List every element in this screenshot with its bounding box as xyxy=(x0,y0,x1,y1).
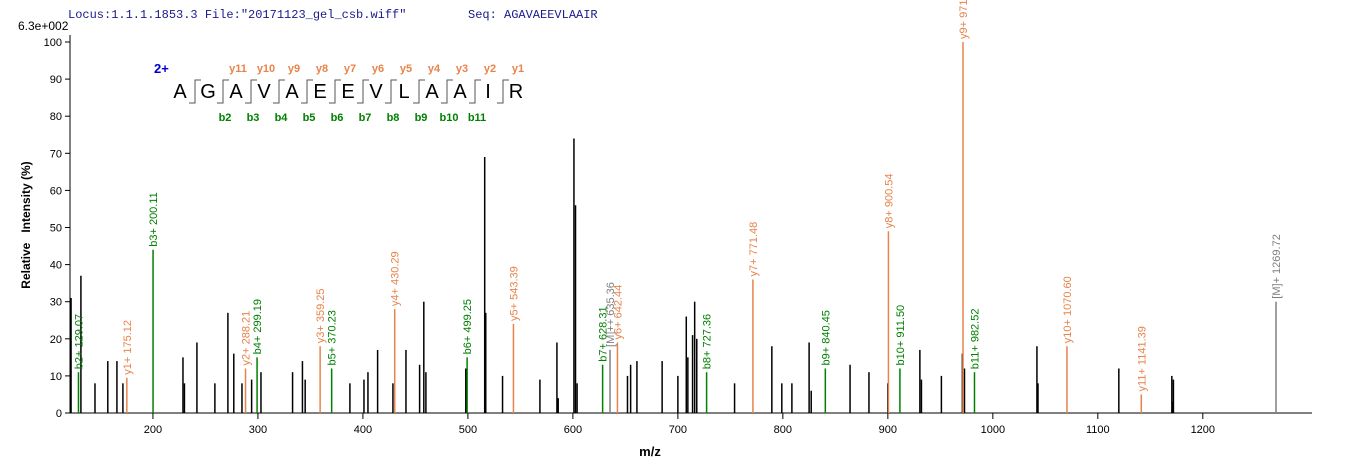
x-tick-label: 200 xyxy=(144,424,162,436)
residue: E xyxy=(341,81,354,103)
y-ion-label: y6 xyxy=(372,63,384,75)
b-ion-label: b6 xyxy=(331,112,344,124)
cleavage-marker xyxy=(413,79,425,104)
residue: A xyxy=(285,81,299,103)
residue: R xyxy=(509,81,523,103)
peak-label: b4+ 299.19 xyxy=(252,299,264,354)
residue: A xyxy=(229,81,243,103)
y-ion-label: y4 xyxy=(428,63,441,75)
charge: 2+ xyxy=(154,61,169,76)
y-tick-label: 70 xyxy=(50,148,62,160)
x-tick-label: 1000 xyxy=(981,424,1005,436)
peak-label: b5+ 370.23 xyxy=(327,310,339,365)
y-ion-label: y8 xyxy=(316,63,328,75)
y-tick-label: 20 xyxy=(50,334,62,346)
peak-label: b8+ 727.36 xyxy=(702,314,714,369)
y-tick-label: 80 xyxy=(50,111,62,123)
peak-label: y7+ 771.48 xyxy=(748,222,760,277)
y-tick-label: 50 xyxy=(50,223,62,235)
y-tick-label: 0 xyxy=(56,408,62,420)
b-ion-label: b11 xyxy=(468,112,486,124)
x-tick-label: 800 xyxy=(774,424,792,436)
peak-label: b10+ 911.50 xyxy=(895,305,907,366)
b-ion-label: b7 xyxy=(359,112,372,124)
y-tick-label: 100 xyxy=(44,37,62,49)
y-ion-label: y3 xyxy=(456,63,468,75)
b-ion-label: b2 xyxy=(219,112,232,124)
y-ion-label: y10 xyxy=(257,63,275,75)
peak-label: b9+ 840.45 xyxy=(820,310,832,365)
y-ion-label: y1 xyxy=(512,63,524,75)
peak-label: [M]+ 1269.72 xyxy=(1271,234,1283,299)
peak-label: [M]++ 635.36 xyxy=(605,282,617,347)
y-ion-label: y2 xyxy=(484,63,496,75)
x-tick-label: 600 xyxy=(564,424,582,436)
cleavage-marker xyxy=(245,79,257,104)
cleavage-marker xyxy=(441,79,453,104)
cleavage-marker xyxy=(385,79,397,104)
b-ion-label: b4 xyxy=(275,112,289,124)
x-tick-label: 1100 xyxy=(1086,424,1110,436)
peak-label: y4+ 430.29 xyxy=(390,251,402,306)
y-ion-label: y9 xyxy=(288,63,300,75)
y-tick-label: 90 xyxy=(50,74,62,86)
y-tick-label: 40 xyxy=(50,260,62,272)
x-tick-label: 1200 xyxy=(1191,424,1215,436)
x-tick-label: 400 xyxy=(354,424,372,436)
b-ion-label: b8 xyxy=(387,112,400,124)
cleavage-marker xyxy=(301,79,313,104)
x-tick-label: 500 xyxy=(459,424,477,436)
y-ion-label: y5 xyxy=(400,63,412,75)
peak-label: b3+ 200.11 xyxy=(148,192,160,247)
peak-label: y5+ 543.39 xyxy=(508,266,520,321)
cleavage-marker xyxy=(329,79,341,104)
scale-label: 6.3e+002 xyxy=(18,19,69,33)
residue: A xyxy=(173,81,187,103)
peak-label: y11+ 1141.39 xyxy=(1136,326,1148,391)
peak-label: y6+ 642.44 xyxy=(612,285,624,340)
residue: A xyxy=(453,81,467,103)
header-locus: Locus:1.1.1.1853.3 File:"20171123_gel_cs… xyxy=(68,8,406,22)
x-tick-label: 900 xyxy=(879,424,897,436)
b-ion-label: b3 xyxy=(247,112,260,124)
b-ion-label: b9 xyxy=(415,112,428,124)
peak-label: y3+ 359.25 xyxy=(315,288,327,343)
residue: V xyxy=(369,81,383,103)
cleavage-marker xyxy=(189,79,201,104)
x-tick-label: 700 xyxy=(669,424,687,436)
cleavage-marker xyxy=(497,79,509,104)
residue: L xyxy=(398,81,409,103)
peak-label: b7+ 628.31 xyxy=(598,306,610,361)
cleavage-marker xyxy=(273,79,285,104)
y-tick-label: 60 xyxy=(50,185,62,197)
peak-label: b6+ 499.25 xyxy=(462,299,474,354)
y-ion-label: y11 xyxy=(229,63,247,75)
residue: G xyxy=(200,81,216,103)
x-axis-label: m/z xyxy=(639,444,661,459)
residue: V xyxy=(257,81,271,103)
peak-label: y8+ 900.54 xyxy=(883,173,895,228)
b-ion-label: b5 xyxy=(303,112,316,124)
header-seq: Seq: AGAVAEEVLAAIR xyxy=(468,8,598,22)
residue: A xyxy=(425,81,439,103)
peak-label: y9+ 971.57 xyxy=(958,0,970,39)
y-tick-label: 30 xyxy=(50,297,62,309)
y-axis-label: Relative Intensity (%) xyxy=(19,161,33,288)
peak-label: y1+ 175.12 xyxy=(122,320,134,375)
residue: E xyxy=(313,81,326,103)
y-ion-label: y7 xyxy=(344,63,356,75)
peak-label: y2+ 288.21 xyxy=(241,311,253,366)
cleavage-marker xyxy=(469,79,481,104)
peak-label: b2+ 129.07 xyxy=(73,314,85,369)
cleavage-marker xyxy=(357,79,369,104)
peak-label: y10+ 1070.60 xyxy=(1062,276,1074,343)
residue: I xyxy=(485,81,491,103)
cleavage-marker xyxy=(217,79,229,104)
peak-label: b11+ 982.52 xyxy=(969,309,981,370)
y-tick-label: 10 xyxy=(50,371,62,383)
b-ion-label: b10 xyxy=(440,112,459,124)
x-tick-label: 300 xyxy=(249,424,267,436)
